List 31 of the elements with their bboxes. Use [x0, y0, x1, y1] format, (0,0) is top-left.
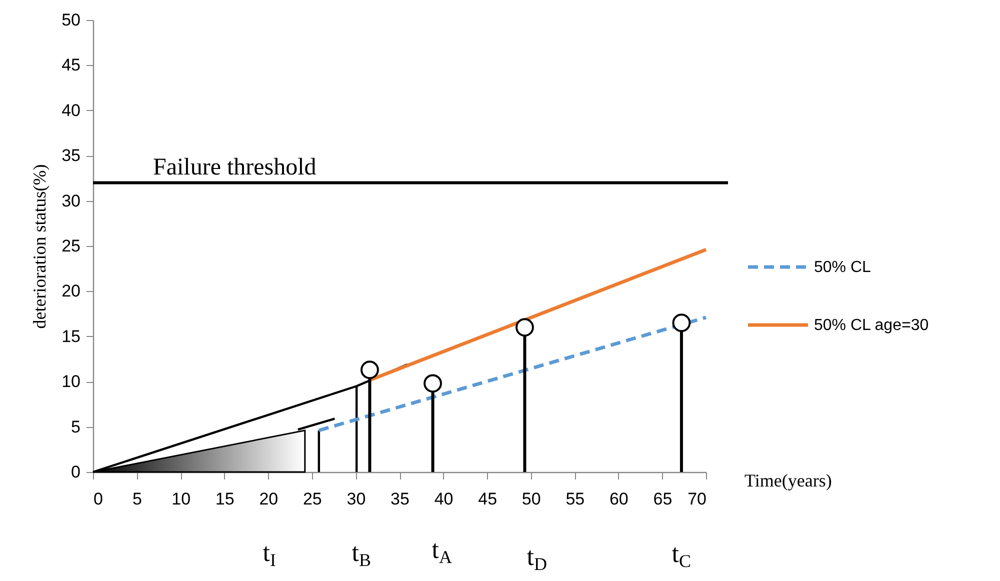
y-tick-label: 30	[62, 191, 80, 210]
y-axis-title: deterioration status(%)	[30, 164, 50, 329]
legend-label: 50% CL age=30	[814, 317, 929, 334]
x-tick-label: 25	[302, 490, 322, 508]
x-tick-label: 70	[688, 490, 706, 508]
ref-line-label: Failure threshold	[153, 154, 316, 181]
legend-label: 50% CL	[814, 259, 872, 276]
x-tick-label: 5	[132, 490, 142, 508]
x-axis-title: Time(years)	[744, 470, 832, 490]
x-tick-label: 35	[390, 490, 410, 508]
x-tick-label: 50	[522, 490, 541, 508]
y-tick-label: 50	[62, 10, 80, 30]
x-tick-label: 65	[653, 490, 672, 508]
y-tick-label: 40	[62, 100, 80, 120]
x-tick-label: 60	[609, 490, 628, 508]
x-tick-label: 40	[434, 490, 454, 508]
x-tick-label: 45	[478, 490, 498, 508]
x-tick-label: 20	[259, 490, 278, 508]
y-tick-label: 20	[62, 282, 80, 301]
y-tick-label: 0	[71, 462, 80, 482]
y-tick-label: 45	[62, 56, 80, 75]
x-tick-label: 30	[346, 490, 366, 508]
y-tick-label: 35	[62, 146, 80, 166]
y-tick-label: 10	[62, 372, 80, 392]
y-tick-label: 5	[71, 417, 80, 436]
x-tick-label: 0	[94, 490, 103, 508]
x-tick-label: 15	[215, 490, 234, 508]
y-tick-label: 15	[62, 326, 80, 346]
x-tick-label: 55	[566, 490, 585, 508]
x-tick-label: 10	[172, 490, 191, 508]
y-tick-label: 25	[62, 236, 80, 256]
